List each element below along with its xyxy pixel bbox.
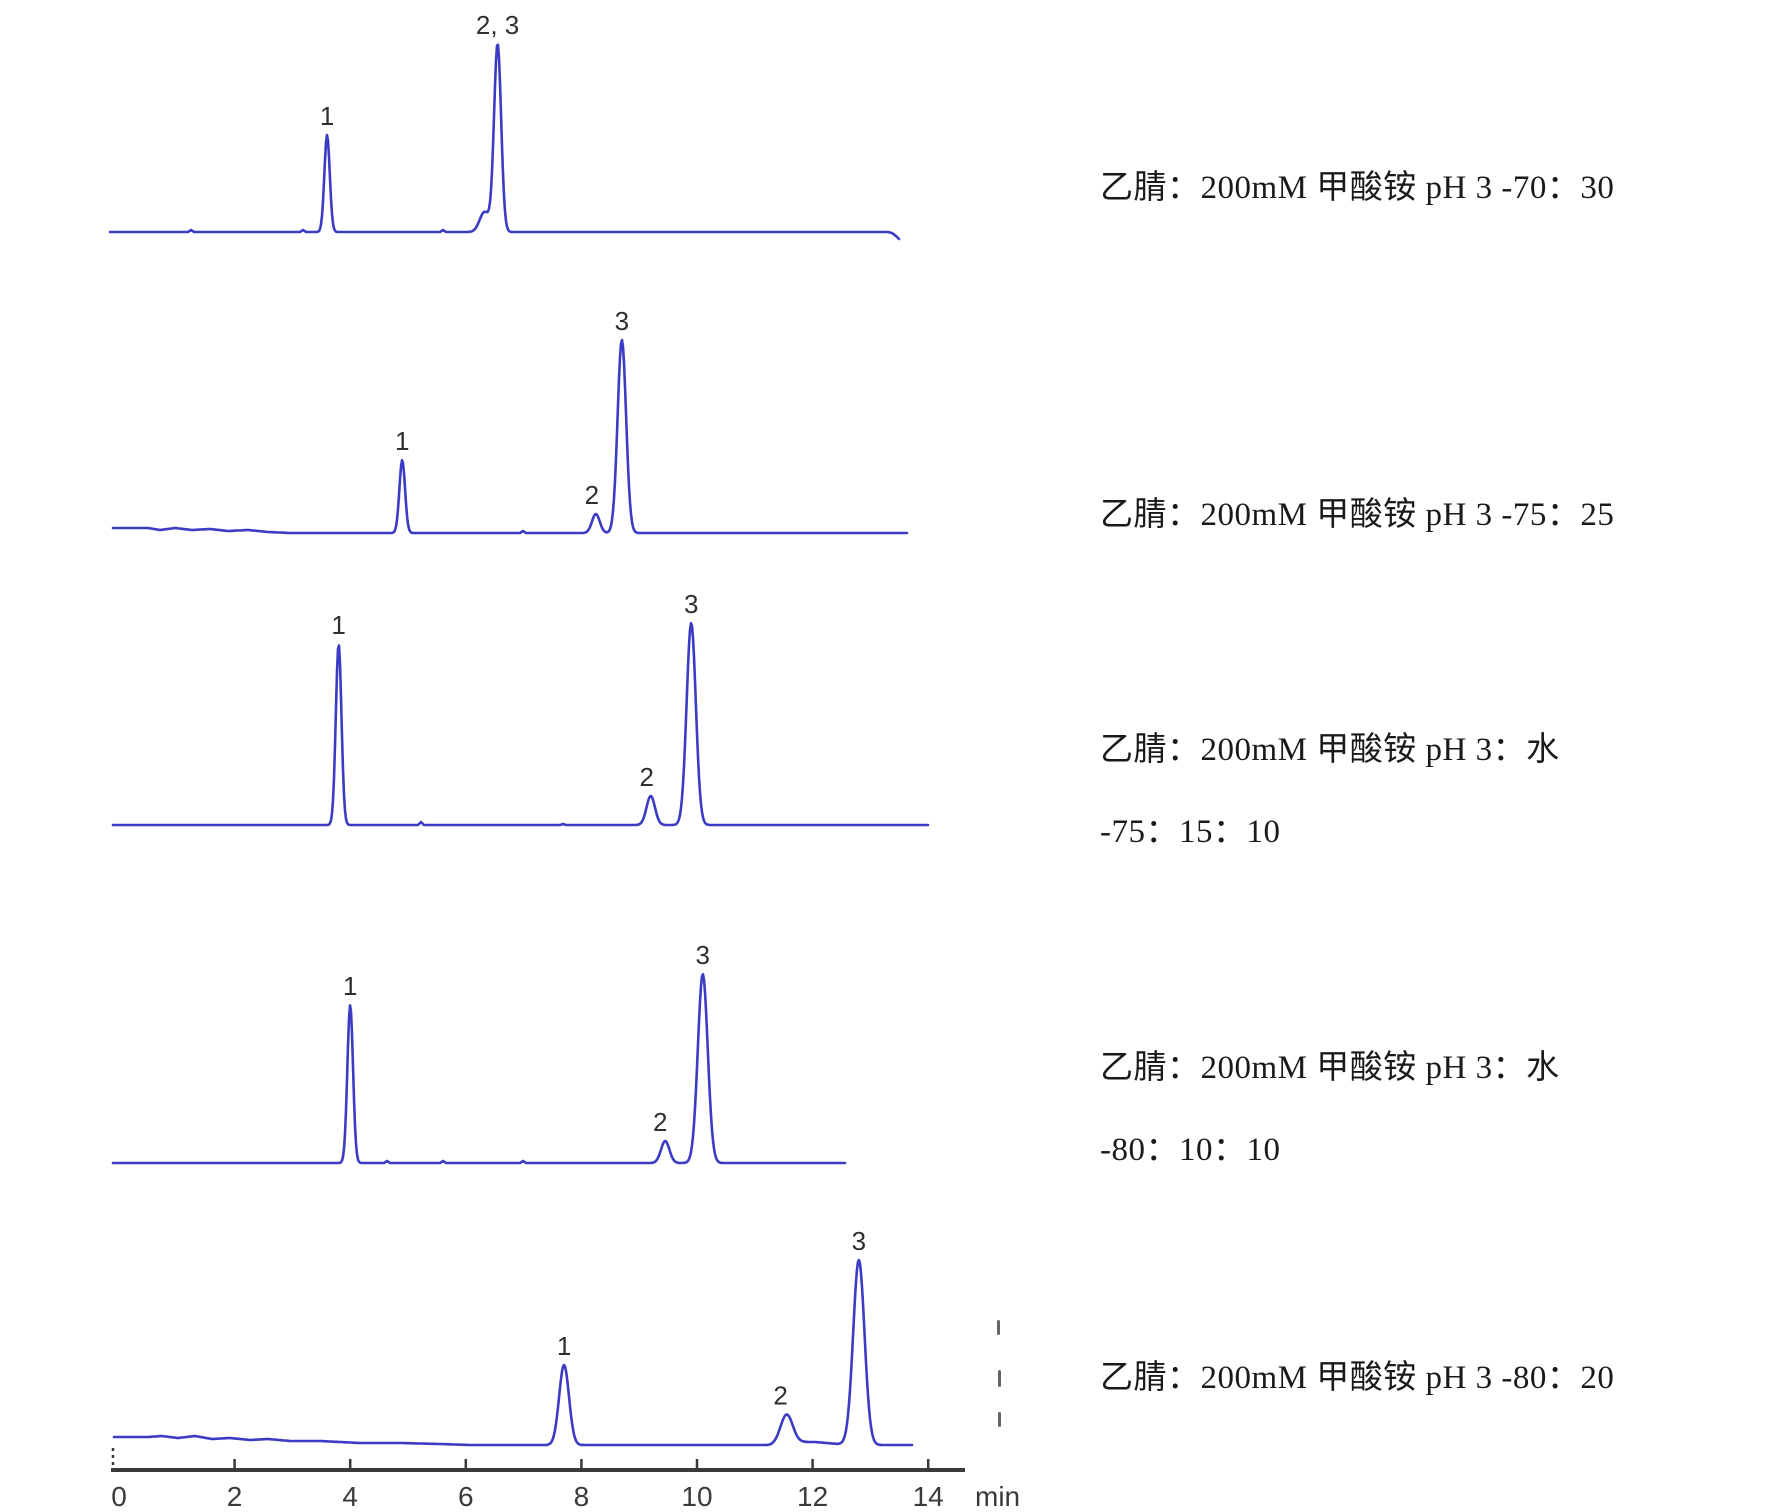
trace-4-peak-label-1: 1	[343, 971, 357, 1001]
x-axis-tick-label-14: 14	[913, 1481, 944, 1512]
crop-artifact-dash-1	[997, 1320, 1000, 1335]
trace-3-line	[111, 621, 930, 827]
x-axis-tick-label-6: 6	[458, 1481, 474, 1512]
trace-1: 1 2, 3	[108, 10, 901, 241]
x-axis-tick-label-8: 8	[574, 1481, 590, 1512]
trace-4-peak-label-2: 2	[653, 1107, 667, 1137]
trace-5: 1 2 3	[112, 1226, 914, 1447]
trace-4: 1 2 3	[111, 940, 847, 1165]
condition-label-4-line1: 乙腈：200mM 甲酸铵 pH 3：水	[1100, 1050, 1560, 1086]
trace-1-peak-label-23: 2, 3	[476, 10, 519, 40]
trace-3-peak-label-3: 3	[684, 589, 698, 619]
trace-3-peak-label-2: 2	[640, 762, 654, 792]
x-axis-tick-label-10: 10	[681, 1481, 712, 1512]
trace-2-peak-label-1: 1	[395, 426, 409, 456]
x-axis-tick-label-2: 2	[227, 1481, 243, 1512]
crop-artifact-dash-2	[998, 1370, 1001, 1387]
condition-label-3-line2: -75：15：10	[1100, 814, 1281, 850]
condition-label-2: 乙腈：200mM 甲酸铵 pH 3 -75：25	[1100, 497, 1615, 533]
condition-label-4-line2: -80：10：10	[1100, 1132, 1281, 1168]
trace-2-peak-label-3: 3	[615, 306, 629, 336]
trace-5-line	[112, 1258, 914, 1447]
trace-5-peak-label-1: 1	[557, 1331, 571, 1361]
trace-2: 1 2 3	[111, 306, 909, 535]
trace-3: 1 2 3	[111, 589, 930, 827]
crop-artifact-dash-3	[998, 1412, 1001, 1427]
trace-2-peak-label-2: 2	[585, 480, 599, 510]
condition-label-5: 乙腈：200mM 甲酸铵 pH 3 -80：20	[1100, 1360, 1615, 1396]
trace-3-peak-label-1: 1	[331, 610, 345, 640]
x-axis-tick-label-4: 4	[342, 1481, 358, 1512]
trace-5-peak-label-2: 2	[773, 1381, 787, 1411]
condition-label-1: 乙腈：200mM 甲酸铵 pH 3 -70：30	[1100, 170, 1615, 206]
condition-label-3-line1: 乙腈：200mM 甲酸铵 pH 3：水	[1100, 732, 1560, 768]
x-axis-tick-label-12: 12	[797, 1481, 828, 1512]
x-axis: 0 2 4 6 8 10 12 14 min	[111, 1448, 1020, 1512]
trace-1-line	[108, 43, 901, 241]
x-axis-tick-label-0: 0	[111, 1481, 127, 1512]
trace-1-peak-label-1: 1	[320, 101, 334, 131]
trace-2-line	[111, 338, 909, 535]
trace-4-line	[111, 972, 847, 1165]
x-axis-unit-label: min	[975, 1481, 1020, 1512]
trace-5-peak-label-3: 3	[852, 1226, 866, 1256]
trace-4-peak-label-3: 3	[696, 940, 710, 970]
